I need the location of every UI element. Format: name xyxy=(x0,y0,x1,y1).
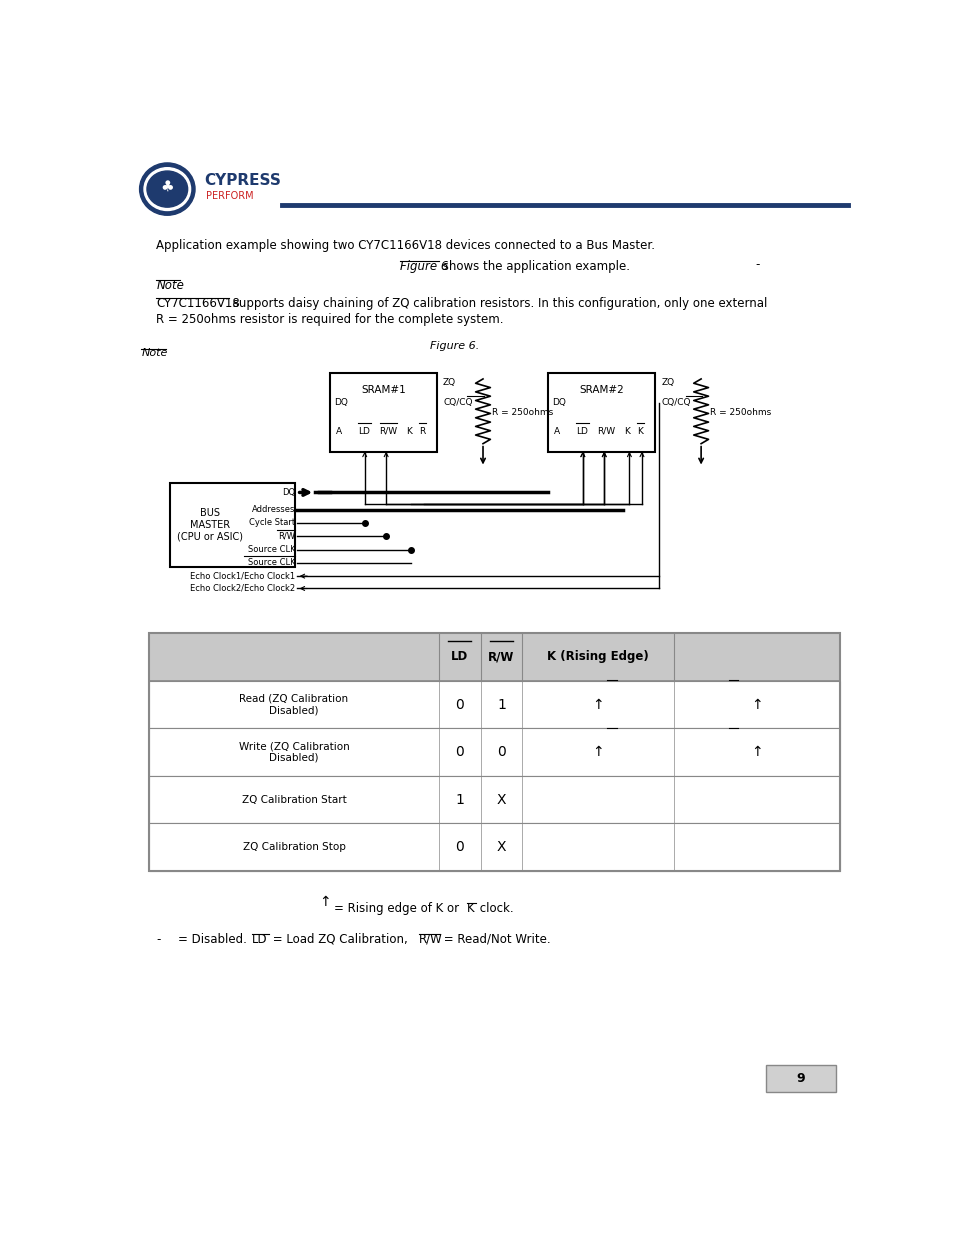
Text: Write (ZQ Calibration
Disabled): Write (ZQ Calibration Disabled) xyxy=(238,741,349,763)
Text: supports daisy chaining of ZQ calibration resistors. In this configuration, only: supports daisy chaining of ZQ calibratio… xyxy=(229,298,766,310)
Text: Echo Clock1/Echo Clock1: Echo Clock1/Echo Clock1 xyxy=(190,572,294,580)
Text: ↑: ↑ xyxy=(318,894,330,909)
Text: CQ/CQ: CQ/CQ xyxy=(660,398,690,408)
Text: Note: Note xyxy=(141,348,168,358)
Bar xyxy=(149,634,840,680)
Text: K (Rising Edge): K (Rising Edge) xyxy=(547,651,648,663)
Text: R/W: R/W xyxy=(418,932,442,946)
Text: 1: 1 xyxy=(497,698,505,711)
Text: ZQ Calibration Start: ZQ Calibration Start xyxy=(241,794,346,804)
Text: = Load ZQ Calibration,: = Load ZQ Calibration, xyxy=(269,932,411,946)
Text: R = 250ohms resistor is required for the complete system.: R = 250ohms resistor is required for the… xyxy=(156,312,503,326)
Text: K: K xyxy=(637,426,642,436)
Text: DQ: DQ xyxy=(282,488,294,496)
Text: ↑: ↑ xyxy=(592,745,603,760)
Ellipse shape xyxy=(144,168,191,210)
Text: R/W: R/W xyxy=(597,426,615,436)
Bar xyxy=(765,1065,836,1092)
Text: Figure 6: Figure 6 xyxy=(400,261,448,273)
Text: R/W: R/W xyxy=(488,651,514,663)
Text: R/W: R/W xyxy=(379,426,397,436)
Text: 0: 0 xyxy=(455,745,464,760)
Text: LD: LD xyxy=(451,651,468,663)
Text: SRAM#1: SRAM#1 xyxy=(361,385,406,395)
Text: -: - xyxy=(156,932,160,946)
Text: R: R xyxy=(418,426,424,436)
Text: ZQ Calibration Stop: ZQ Calibration Stop xyxy=(242,842,345,852)
Text: Echo Clock2/Echo Clock2: Echo Clock2/Echo Clock2 xyxy=(190,584,294,593)
Text: Source CLK: Source CLK xyxy=(248,558,294,567)
Text: ZQ: ZQ xyxy=(660,378,674,387)
Text: ↑: ↑ xyxy=(592,698,603,711)
Text: BUS
MASTER
(CPU or ASIC): BUS MASTER (CPU or ASIC) xyxy=(176,508,242,541)
Bar xyxy=(149,776,840,824)
Text: PERFORM: PERFORM xyxy=(206,190,253,201)
Text: = Rising edge of K or: = Rising edge of K or xyxy=(334,903,458,915)
Text: 9: 9 xyxy=(796,1072,804,1084)
Text: R = 250ohms: R = 250ohms xyxy=(709,408,770,416)
Text: Application example showing two CY7C1166V18 devices connected to a Bus Master.: Application example showing two CY7C1166… xyxy=(156,238,655,252)
Text: LD: LD xyxy=(252,932,268,946)
Text: Addresses: Addresses xyxy=(252,505,294,514)
Bar xyxy=(330,373,436,452)
Bar xyxy=(149,634,840,871)
Text: shows the application example.: shows the application example. xyxy=(438,261,629,273)
Text: A: A xyxy=(335,426,341,436)
Bar xyxy=(149,824,840,871)
Text: clock.: clock. xyxy=(476,903,514,915)
Text: R/W: R/W xyxy=(278,532,294,541)
Text: ZQ: ZQ xyxy=(442,378,456,387)
Text: K: K xyxy=(623,426,629,436)
Text: Cycle Start: Cycle Start xyxy=(249,519,294,527)
Text: Note: Note xyxy=(156,279,184,293)
Text: 0: 0 xyxy=(455,698,464,711)
Bar xyxy=(170,483,294,567)
Text: ♣: ♣ xyxy=(160,179,174,194)
Ellipse shape xyxy=(139,163,194,215)
Text: A: A xyxy=(554,426,559,436)
Text: CY7C1166V18: CY7C1166V18 xyxy=(156,298,240,310)
Text: X: X xyxy=(497,793,506,806)
Text: Read (ZQ Calibration
Disabled): Read (ZQ Calibration Disabled) xyxy=(239,694,348,715)
Text: X: X xyxy=(497,840,506,855)
Text: LD: LD xyxy=(357,426,370,436)
Text: K: K xyxy=(406,426,412,436)
Bar xyxy=(149,729,840,776)
Text: R = 250ohms: R = 250ohms xyxy=(492,408,553,416)
Text: ↑: ↑ xyxy=(751,698,762,711)
Text: LD: LD xyxy=(576,426,587,436)
Text: Source CLK: Source CLK xyxy=(248,545,294,555)
Text: K: K xyxy=(466,903,474,915)
Text: -: - xyxy=(755,258,759,272)
Bar xyxy=(547,373,655,452)
Text: CQ/CQ: CQ/CQ xyxy=(442,398,472,408)
Text: CYPRESS: CYPRESS xyxy=(204,173,281,188)
Text: SRAM#2: SRAM#2 xyxy=(578,385,623,395)
Text: ↑: ↑ xyxy=(751,745,762,760)
Text: 0: 0 xyxy=(455,840,464,855)
Text: = Disabled.: = Disabled. xyxy=(178,932,251,946)
Ellipse shape xyxy=(147,170,188,207)
Bar xyxy=(149,680,840,729)
Text: 0: 0 xyxy=(497,745,505,760)
Text: DQ: DQ xyxy=(552,398,566,408)
Text: 1: 1 xyxy=(455,793,464,806)
Text: = Read/Not Write.: = Read/Not Write. xyxy=(439,932,550,946)
Text: Figure 6.: Figure 6. xyxy=(429,341,478,351)
Text: DQ: DQ xyxy=(335,398,348,408)
